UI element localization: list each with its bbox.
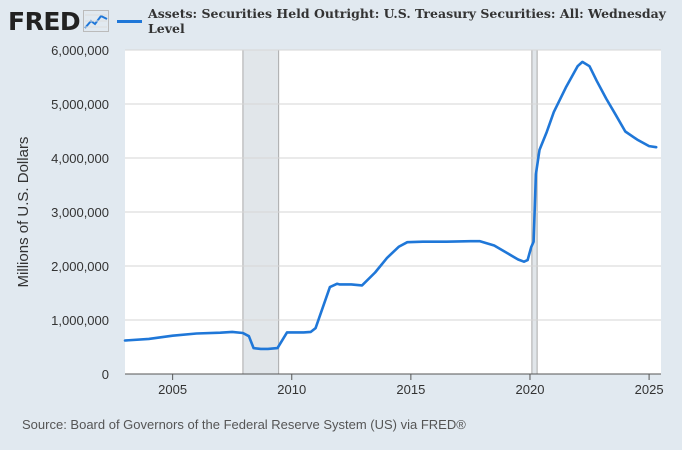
legend-swatch [117, 19, 143, 23]
trend-line-icon [83, 10, 110, 32]
chart-header: FRED Assets: Securities Held Outright: U… [8, 6, 682, 36]
source-note: Source: Board of Governors of the Federa… [22, 417, 466, 432]
chart-legend: Assets: Securities Held Outright: U.S. T… [117, 6, 682, 36]
y-tick-label: 6,000,000 [51, 43, 109, 58]
y-tick-label: 0 [102, 367, 109, 382]
series-line [123, 60, 658, 351]
x-tick-label: 2005 [158, 382, 187, 397]
y-tick-label: 4,000,000 [51, 151, 109, 166]
fred-logo[interactable]: FRED [8, 6, 81, 36]
y-tick-label: 2,000,000 [51, 259, 109, 274]
y-tick-label: 3,000,000 [51, 205, 109, 220]
x-tick-label: 2020 [516, 382, 545, 397]
y-tick-label: 5,000,000 [51, 97, 109, 112]
x-tick-label: 2015 [396, 382, 425, 397]
y-tick-label: 1,000,000 [51, 313, 109, 328]
y-axis-label: Millions of U.S. Dollars [15, 137, 32, 288]
legend-label: Assets: Securities Held Outright: U.S. T… [148, 6, 666, 36]
x-tick-label: 2025 [635, 382, 664, 397]
x-tick-label: 2010 [277, 382, 306, 397]
